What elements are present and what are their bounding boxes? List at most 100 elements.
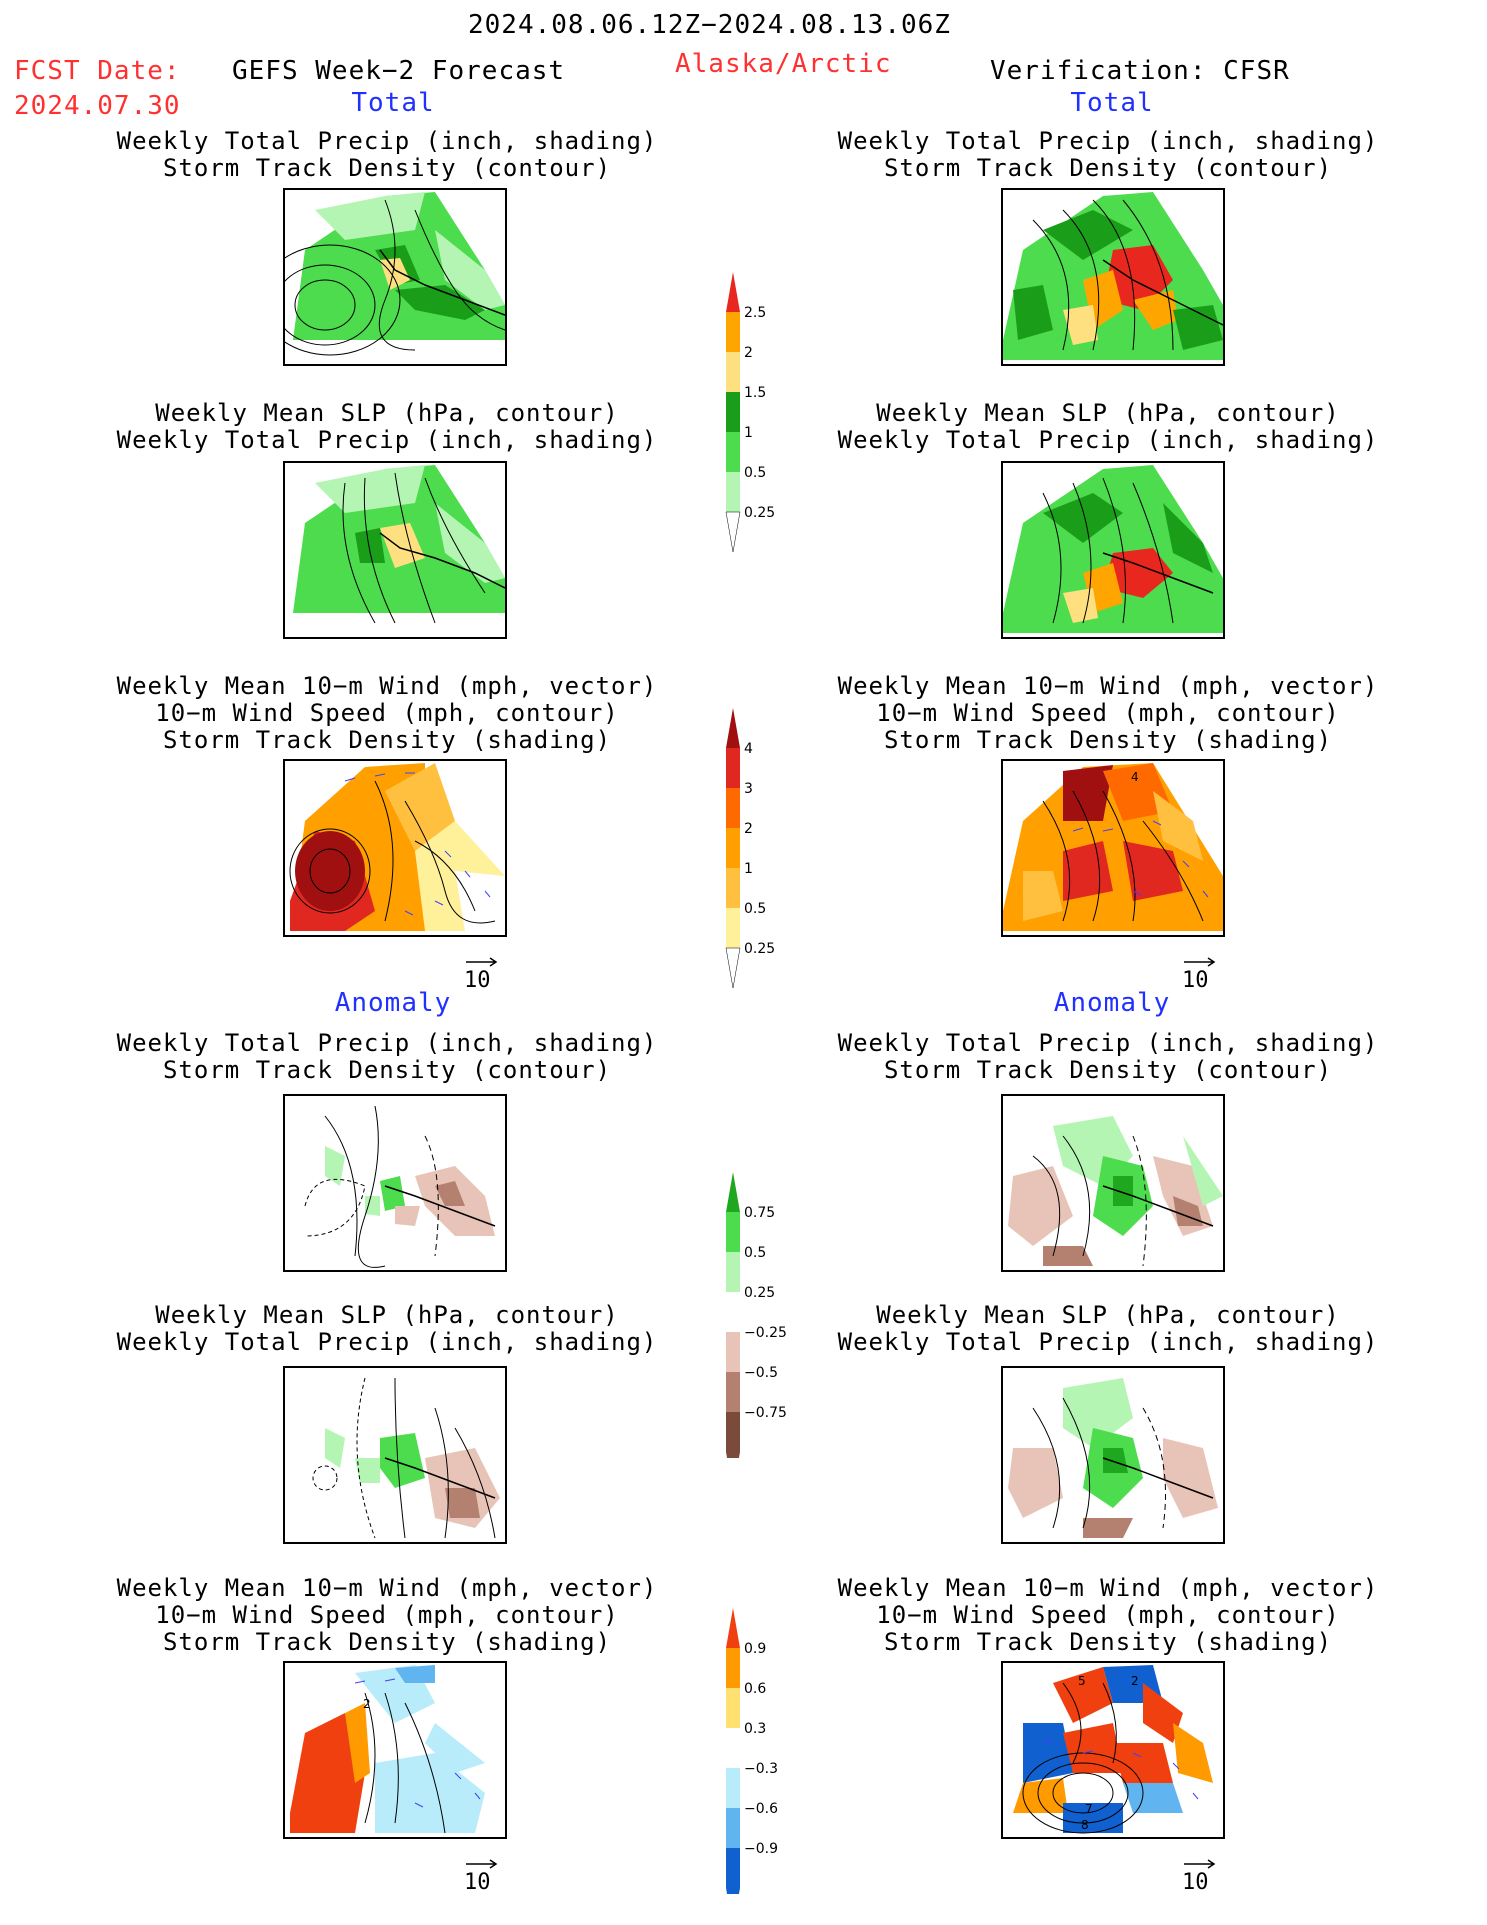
title-verif-anom-wind: Weekly Mean 10−m Wind (mph, vector) 10−m… xyxy=(837,1574,1379,1656)
title-fcst-total-precip: Weekly Total Precip (inch, shading) Stor… xyxy=(116,127,658,182)
colorbar-label: 0.25 xyxy=(744,1285,775,1301)
colorbar-label: −0.5 xyxy=(744,1365,778,1381)
colorbar-label: 0.75 xyxy=(744,1205,775,1221)
title-verif-total-wind: Weekly Mean 10−m Wind (mph, vector) 10−m… xyxy=(837,672,1379,754)
section-anomaly-forecast: Anomaly xyxy=(334,988,452,1018)
colorbar-segment xyxy=(726,828,740,868)
colorbar-precip-anom: 0.75 0.5 0.25 −0.25 −0.5 −0.75 xyxy=(726,1172,786,1458)
colorbar-segment xyxy=(726,1212,740,1252)
colorbar-segment xyxy=(726,392,740,432)
map-fcst-anom-wind: 2 xyxy=(283,1661,507,1839)
colorbar-arrow-top xyxy=(726,1608,740,1648)
colorbar-segment xyxy=(726,1332,740,1372)
map-verif-total-slp xyxy=(1001,461,1225,639)
contour-label: 2 xyxy=(1131,1674,1139,1688)
forecast-title: GEFS Week−2 Forecast xyxy=(232,56,566,86)
vector-ref-verif-anom: 10 xyxy=(1182,1858,1218,1895)
colorbar-label: 2 xyxy=(744,345,753,361)
map-fcst-total-slp xyxy=(283,461,507,639)
vector-ref-fcst-total: 10 xyxy=(464,956,500,993)
colorbar-segment xyxy=(726,1412,740,1452)
verification-label: Verification: CFSR xyxy=(990,56,1290,86)
arrow-right-icon xyxy=(466,1859,498,1869)
colorbar-label: 0.5 xyxy=(744,901,766,917)
colorbar-label: 3 xyxy=(744,781,753,797)
colorbar-arrow-top xyxy=(726,272,740,312)
arrow-right-icon xyxy=(1184,1859,1216,1869)
colorbar-segment xyxy=(726,1372,740,1412)
colorbar-segment xyxy=(726,868,740,908)
colorbar-label: 0.5 xyxy=(744,1245,766,1261)
vector-ref-verif-total: 10 xyxy=(1182,956,1218,993)
title-fcst-anom-slp: Weekly Mean SLP (hPa, contour) Weekly To… xyxy=(116,1301,658,1356)
colorbar-label: 0.6 xyxy=(744,1681,766,1697)
map-verif-total-wind: 4 xyxy=(1001,759,1225,937)
colorbar-label: 0.25 xyxy=(744,941,775,957)
colorbar-label: 0.9 xyxy=(744,1641,766,1657)
colorbar-storm-total: 4 3 2 1 0.5 0.25 xyxy=(725,708,775,989)
colorbar-segment xyxy=(726,908,740,948)
colorbar-label: 2 xyxy=(744,821,753,837)
colorbar-segment xyxy=(726,1648,740,1688)
colorbar-label: 2.5 xyxy=(744,305,766,321)
colorbar-segment xyxy=(726,1292,740,1332)
map-verif-total-precip xyxy=(1001,188,1225,366)
title-fcst-total-wind: Weekly Mean 10−m Wind (mph, vector) 10−m… xyxy=(116,672,658,754)
contour-label: 5 xyxy=(1078,1674,1086,1688)
colorbar-segment xyxy=(726,788,740,828)
arrow-right-icon xyxy=(466,957,498,967)
colorbar-label: 1 xyxy=(744,861,753,877)
colorbar-segment xyxy=(726,1728,740,1768)
colorbar-label: −0.6 xyxy=(744,1801,778,1817)
vector-ref-fcst-anom: 10 xyxy=(464,1858,500,1895)
colorbar-label: 1.5 xyxy=(744,385,766,401)
colorbar-segment xyxy=(726,748,740,788)
colorbar-segment xyxy=(726,352,740,392)
section-total-forecast: Total xyxy=(351,88,435,118)
contour-label: 7 xyxy=(1085,1802,1093,1816)
colorbar-segment xyxy=(726,1808,740,1848)
contour-label: 4 xyxy=(1131,770,1139,784)
colorbar-arrow-bottom xyxy=(725,511,741,553)
map-verif-anom-wind: 5 2 7 8 xyxy=(1001,1661,1225,1839)
region-label: Alaska/Arctic xyxy=(675,49,892,79)
fcst-label: FCST Date: xyxy=(14,56,181,86)
title-verif-anom-precip: Weekly Total Precip (inch, shading) Stor… xyxy=(837,1029,1379,1084)
colorbar-label: −0.9 xyxy=(744,1841,778,1857)
colorbar-arrow-bottom xyxy=(726,1452,740,1458)
colorbar-label: 1 xyxy=(744,425,753,441)
colorbar-label: 0.25 xyxy=(744,505,775,521)
contour-label: 8 xyxy=(1081,1818,1089,1832)
colorbar-label: −0.3 xyxy=(744,1761,778,1777)
title-fcst-total-slp: Weekly Mean SLP (hPa, contour) Weekly To… xyxy=(116,399,658,454)
title-verif-total-slp: Weekly Mean SLP (hPa, contour) Weekly To… xyxy=(837,399,1379,454)
colorbar-precip-total: 2.5 2 1.5 1 0.5 0.25 xyxy=(725,272,775,553)
map-fcst-anom-precip xyxy=(283,1094,507,1272)
colorbar-segment xyxy=(726,432,740,472)
colorbar-arrow-bottom xyxy=(726,1888,740,1894)
contour-label: 2 xyxy=(363,1697,371,1711)
map-fcst-total-precip xyxy=(283,188,507,366)
colorbar-label: −0.75 xyxy=(744,1405,786,1421)
colorbar-segment xyxy=(726,1768,740,1808)
fcst-date: 2024.07.30 xyxy=(14,91,181,121)
colorbar-label: 0.5 xyxy=(744,465,766,481)
colorbar-segment xyxy=(726,1252,740,1292)
map-verif-anom-precip xyxy=(1001,1094,1225,1272)
map-verif-anom-slp xyxy=(1001,1366,1225,1544)
date-range: 2024.08.06.12Z−2024.08.13.06Z xyxy=(468,10,951,40)
colorbar-label: 4 xyxy=(744,741,753,757)
colorbar-arrow-top xyxy=(726,1172,740,1212)
colorbar-label: −0.25 xyxy=(744,1325,786,1341)
section-anomaly-verification: Anomaly xyxy=(1053,988,1171,1018)
title-fcst-anom-wind: Weekly Mean 10−m Wind (mph, vector) 10−m… xyxy=(116,1574,658,1656)
map-fcst-total-wind xyxy=(283,759,507,937)
colorbar-arrow-top xyxy=(726,708,740,748)
section-total-verification: Total xyxy=(1070,88,1154,118)
colorbar-segment xyxy=(726,472,740,512)
title-verif-total-precip: Weekly Total Precip (inch, shading) Stor… xyxy=(837,127,1379,182)
title-verif-anom-slp: Weekly Mean SLP (hPa, contour) Weekly To… xyxy=(837,1301,1379,1356)
colorbar-segment xyxy=(726,1848,740,1888)
colorbar-arrow-bottom xyxy=(725,947,741,989)
colorbar-segment xyxy=(726,1688,740,1728)
